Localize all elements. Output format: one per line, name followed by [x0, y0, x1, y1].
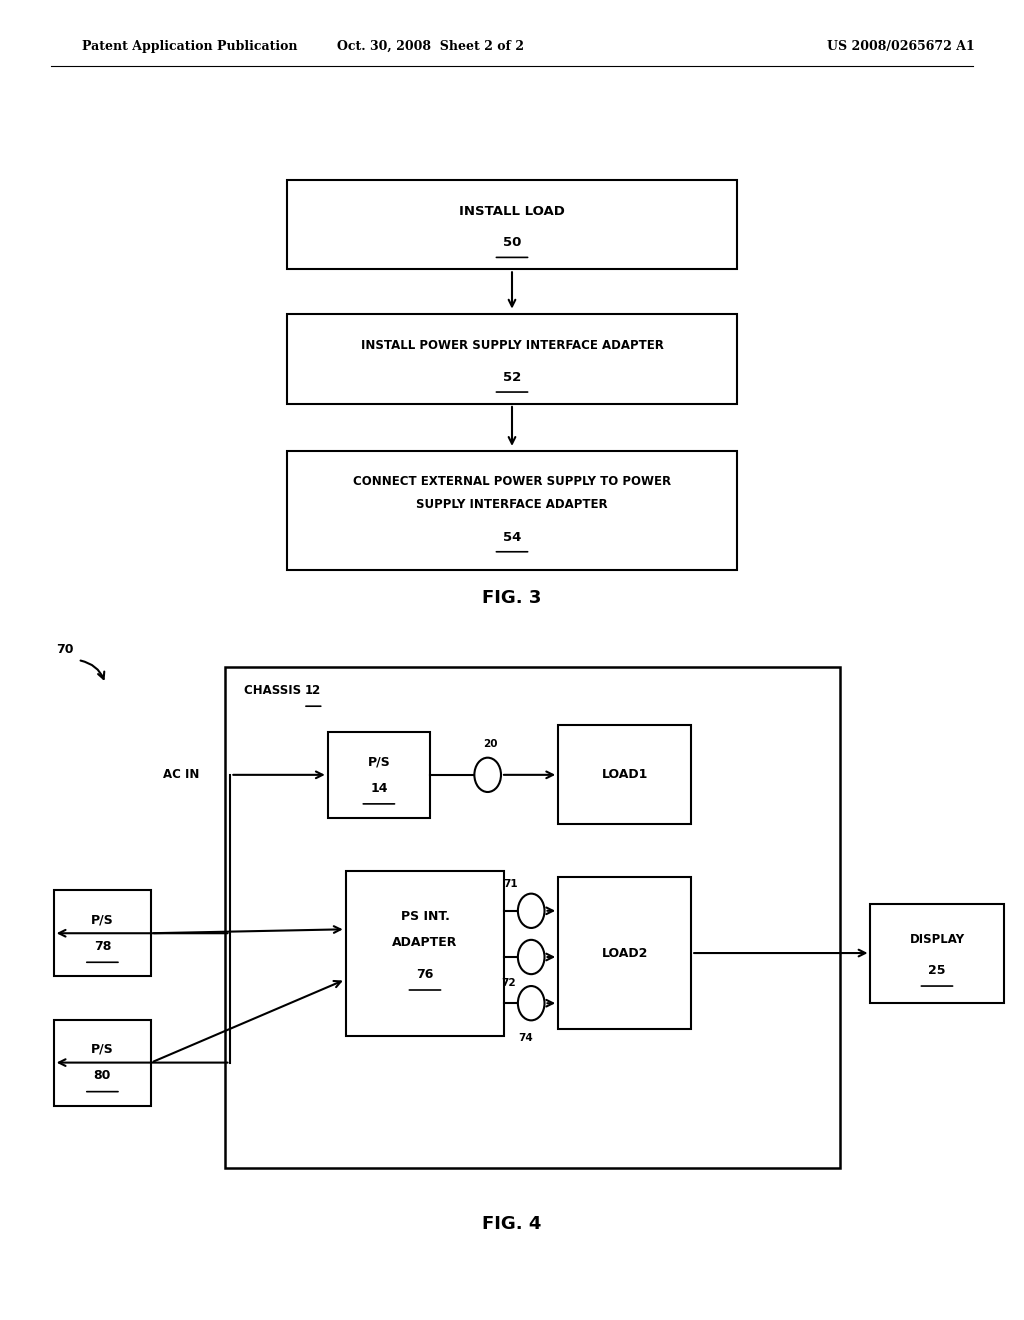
- FancyBboxPatch shape: [225, 667, 840, 1168]
- FancyBboxPatch shape: [287, 180, 737, 269]
- Circle shape: [518, 940, 545, 974]
- Circle shape: [518, 894, 545, 928]
- Text: 72: 72: [502, 978, 516, 989]
- Text: US 2008/0265672 A1: US 2008/0265672 A1: [827, 40, 975, 53]
- Text: 74: 74: [519, 1032, 534, 1043]
- FancyBboxPatch shape: [870, 903, 1004, 1003]
- Text: Oct. 30, 2008  Sheet 2 of 2: Oct. 30, 2008 Sheet 2 of 2: [337, 40, 523, 53]
- Text: 20: 20: [483, 739, 498, 750]
- FancyBboxPatch shape: [558, 726, 691, 824]
- Text: LOAD2: LOAD2: [601, 946, 648, 960]
- Text: 71: 71: [504, 879, 518, 890]
- Text: INSTALL POWER SUPPLY INTERFACE ADAPTER: INSTALL POWER SUPPLY INTERFACE ADAPTER: [360, 339, 664, 352]
- Text: 12: 12: [305, 684, 322, 697]
- Text: FIG. 3: FIG. 3: [482, 589, 542, 607]
- Text: 14: 14: [370, 781, 388, 795]
- Text: P/S: P/S: [91, 913, 114, 927]
- Text: CONNECT EXTERNAL POWER SUPPLY TO POWER: CONNECT EXTERNAL POWER SUPPLY TO POWER: [353, 475, 671, 488]
- Text: Patent Application Publication: Patent Application Publication: [82, 40, 297, 53]
- Text: P/S: P/S: [91, 1043, 114, 1056]
- Text: 25: 25: [928, 964, 946, 977]
- Text: INSTALL LOAD: INSTALL LOAD: [459, 205, 565, 218]
- Text: 50: 50: [503, 236, 521, 249]
- Text: SUPPLY INTERFACE ADAPTER: SUPPLY INTERFACE ADAPTER: [416, 498, 608, 511]
- Text: AC IN: AC IN: [163, 768, 200, 781]
- Text: FIG. 4: FIG. 4: [482, 1214, 542, 1233]
- FancyBboxPatch shape: [558, 876, 691, 1030]
- Circle shape: [518, 986, 545, 1020]
- FancyBboxPatch shape: [345, 871, 504, 1035]
- Text: 78: 78: [94, 940, 111, 953]
- Text: DISPLAY: DISPLAY: [909, 933, 965, 946]
- Text: 80: 80: [94, 1069, 111, 1082]
- Text: 52: 52: [503, 371, 521, 384]
- FancyBboxPatch shape: [287, 314, 737, 404]
- FancyBboxPatch shape: [328, 731, 430, 818]
- FancyBboxPatch shape: [54, 1019, 152, 1106]
- Text: 70: 70: [55, 643, 74, 656]
- Text: CHASSIS: CHASSIS: [244, 684, 305, 697]
- FancyBboxPatch shape: [287, 451, 737, 570]
- Text: LOAD1: LOAD1: [601, 768, 648, 781]
- Circle shape: [474, 758, 501, 792]
- FancyBboxPatch shape: [54, 891, 152, 977]
- Text: ADAPTER: ADAPTER: [392, 936, 458, 949]
- Text: P/S: P/S: [368, 755, 390, 768]
- Text: 76: 76: [417, 968, 433, 981]
- Text: PS INT.: PS INT.: [400, 909, 450, 923]
- Text: 54: 54: [503, 531, 521, 544]
